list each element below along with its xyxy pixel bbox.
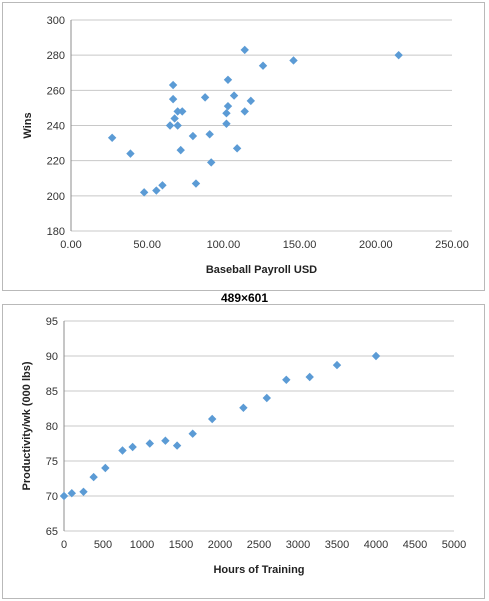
x-tick-label: 4000 <box>364 539 388 551</box>
data-point <box>145 439 154 448</box>
x-tick-label: 4500 <box>403 539 427 551</box>
data-point <box>152 186 161 195</box>
data-point <box>107 133 117 143</box>
y-tick-label: 85 <box>46 386 58 398</box>
data-point <box>161 436 170 445</box>
data-point <box>240 107 249 116</box>
data-point <box>223 101 233 111</box>
x-tick-label: 150.00 <box>283 239 317 251</box>
x-tick-label: 200.00 <box>359 239 393 251</box>
training-productivity-chart-panel: 65 70 75 80 85 90 95 0 500 1000 1500 2000 2500 3000 35… <box>2 304 485 599</box>
data-point <box>200 93 210 102</box>
y-tick-label: 220 <box>47 156 65 168</box>
x-tick-label: 0 <box>61 539 67 551</box>
x-tick-label: 50.00 <box>133 239 161 251</box>
data-point <box>305 372 314 382</box>
y-tick-label: 90 <box>46 351 58 363</box>
data-point <box>394 50 403 60</box>
data-point <box>170 114 179 123</box>
x-tick-label: 100.00 <box>207 239 241 251</box>
data-point <box>118 446 127 455</box>
x-tick-label: 5000 <box>442 539 466 551</box>
data-point <box>168 94 178 104</box>
data-point <box>207 158 216 167</box>
x-axis-title: Baseball Payroll USD <box>206 264 317 276</box>
x-tick-label: 2500 <box>247 539 271 551</box>
data-point <box>128 442 137 452</box>
data-point <box>240 45 249 55</box>
dimension-label: 489×601 <box>220 291 269 305</box>
data-point <box>223 75 233 84</box>
data-point <box>246 96 256 106</box>
data-point <box>172 441 182 450</box>
x-tick-label: 0.00 <box>60 239 81 251</box>
data-point <box>191 179 201 188</box>
data-point <box>173 107 182 116</box>
x-tick-label: 500 <box>94 539 112 551</box>
x-tick-label: 3000 <box>286 539 310 551</box>
data-point <box>59 491 69 501</box>
data-point <box>229 91 239 100</box>
x-tick-label: 1500 <box>169 539 193 551</box>
x-tick-label: 3500 <box>325 539 349 551</box>
x-axis-title: Hours of Training <box>213 564 304 576</box>
training-productivity-scatter-chart: 65 70 75 80 85 90 95 0 500 1000 1500 2000 2500 3000 35… <box>21 316 466 576</box>
y-tick-label: 260 <box>47 85 65 97</box>
data-point <box>126 149 135 158</box>
data-point <box>67 489 76 498</box>
data-point <box>168 80 178 90</box>
data-point <box>158 181 167 190</box>
data-point <box>232 144 242 153</box>
data-point <box>239 403 248 412</box>
x-tick-label: 1000 <box>130 539 154 551</box>
y-tick-label: 240 <box>47 121 65 133</box>
y-tick-label: 280 <box>47 50 65 62</box>
data-point <box>289 56 298 65</box>
data-point <box>282 375 291 384</box>
y-tick-label: 80 <box>46 421 58 433</box>
data-point <box>79 487 88 496</box>
data-point <box>205 130 214 139</box>
y-tick-label: 95 <box>46 316 58 328</box>
y-tick-label: 75 <box>46 456 58 468</box>
data-point <box>222 108 231 118</box>
data-point <box>101 463 110 473</box>
data-point <box>371 351 381 361</box>
data-point <box>208 414 217 424</box>
data-point <box>173 121 182 130</box>
data-point <box>89 472 98 482</box>
data-point <box>332 360 342 370</box>
payroll-wins-scatter-chart: 180 200 220 240 260 280 300 0.00 50.00 100.00 150.… <box>22 15 469 276</box>
data-point <box>258 61 268 70</box>
y-tick-label: 200 <box>47 191 65 203</box>
data-point <box>188 131 198 141</box>
y-tick-label: 300 <box>47 15 65 27</box>
data-point <box>262 393 271 403</box>
data-point <box>222 119 231 128</box>
data-point <box>165 121 175 130</box>
data-point <box>188 429 197 438</box>
data-point <box>178 107 187 116</box>
data-point <box>176 145 185 155</box>
x-tick-label: 2000 <box>208 539 232 551</box>
payroll-wins-chart-panel: 180 200 220 240 260 280 300 0.00 50.00 100.00 150.… <box>2 2 485 291</box>
y-axis-title: Productivity/wk (000 lbs) <box>21 361 33 490</box>
x-tick-label: 250.00 <box>435 239 469 251</box>
y-axis-title: Wins <box>22 112 34 138</box>
data-point <box>139 188 149 197</box>
y-tick-label: 180 <box>47 226 65 238</box>
y-tick-label: 65 <box>46 526 58 538</box>
y-tick-label: 70 <box>46 491 58 503</box>
